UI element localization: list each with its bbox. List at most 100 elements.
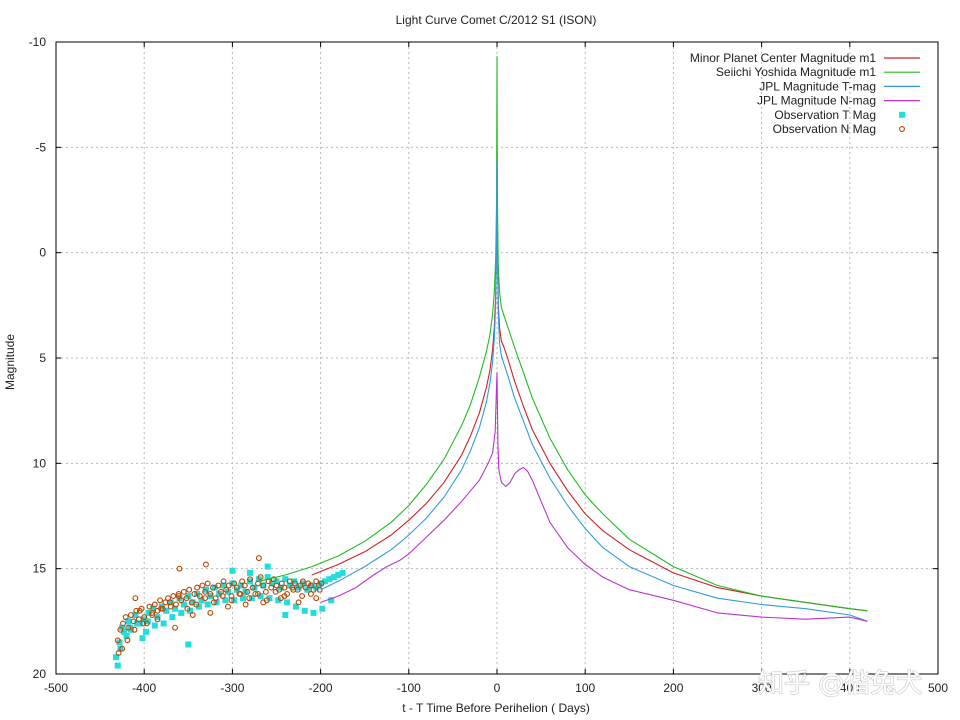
observation-n-point <box>255 555 262 562</box>
jpl-t-mag-line <box>320 161 868 622</box>
observation-n-point <box>117 626 124 633</box>
observation-t-point <box>145 609 152 616</box>
observation-n-point <box>262 588 269 595</box>
observation-t-point <box>220 582 227 589</box>
x-tick-label: 500 <box>928 681 948 695</box>
observation-t-point <box>178 609 185 616</box>
y-tick-label: 0 <box>39 246 46 260</box>
observation-n-point <box>270 576 277 583</box>
observation-n-point <box>278 580 285 587</box>
observation-n-point <box>272 588 279 595</box>
observation-n-point <box>260 582 267 589</box>
observation-n-point <box>130 618 137 625</box>
observation-t-point <box>266 595 273 602</box>
observation-t-point <box>139 635 146 642</box>
y-tick-label: 10 <box>33 456 47 470</box>
observation-n-point <box>207 609 214 616</box>
observation-n-point <box>228 593 235 600</box>
observation-t-point <box>229 580 236 587</box>
axis-ticks: -500 -400 -300 -200 -100 0 100 200 300 400 500-10-… <box>29 35 949 695</box>
observation-t-point <box>310 609 317 616</box>
x-tick-label: 400 <box>840 681 860 695</box>
observation-t-point <box>282 612 289 619</box>
observation-t-point <box>328 597 335 604</box>
x-tick-label: 0 <box>494 681 501 695</box>
observation-n-point <box>136 607 143 614</box>
observation-t-point <box>330 574 337 581</box>
observation-n-point <box>246 595 253 602</box>
observation-n-point <box>175 590 182 597</box>
observation-n-point <box>225 582 232 589</box>
legend-label: Observation N Mag <box>773 122 876 136</box>
observation-n-point <box>154 616 161 623</box>
observation-n-point <box>146 603 153 610</box>
observation-n-point <box>318 580 325 587</box>
observation-n-point <box>199 582 206 589</box>
observation-t-point <box>112 654 119 661</box>
observation-n-point <box>183 595 190 602</box>
observation-n-point <box>202 588 209 595</box>
observation-n-point <box>273 582 280 589</box>
observation-n-point <box>119 645 126 652</box>
observation-n-point <box>307 582 314 589</box>
observation-t-point <box>185 641 192 648</box>
observation-t-point <box>264 563 271 570</box>
series-layer <box>112 56 868 669</box>
observation-t-point <box>222 597 229 604</box>
observation-n-point <box>196 593 203 600</box>
observation-n-point <box>131 626 138 633</box>
observation-n-point <box>184 605 191 612</box>
observation-n-point <box>307 590 314 597</box>
observation-n-point <box>149 609 156 616</box>
observation-t-point <box>120 628 127 635</box>
observation-t-point <box>211 584 218 591</box>
observation-n-point <box>255 580 261 587</box>
observation-t-point <box>308 582 315 589</box>
observation-n-point <box>223 586 230 593</box>
observation-n-point <box>193 601 200 608</box>
legend-label: JPL Magnitude N-mag <box>757 94 876 108</box>
observation-t-point <box>273 578 280 585</box>
x-tick-label: -300 <box>220 681 244 695</box>
jpl-n-mag-line <box>320 372 868 622</box>
observation-n-point <box>249 584 256 591</box>
observation-n-point <box>202 595 209 602</box>
observation-n-point <box>115 649 122 656</box>
observation-n-point <box>299 593 306 600</box>
observation-n-point <box>157 597 164 604</box>
observation-n-point <box>316 586 323 593</box>
y-axis-label: Magnitude <box>3 334 17 390</box>
y-tick-label: -5 <box>35 140 46 154</box>
observation-t-point <box>282 576 289 583</box>
observation-n-point <box>290 586 297 593</box>
observation-t-point <box>242 588 249 595</box>
observation-t-point <box>151 622 158 629</box>
series-observation-n-mag <box>114 555 325 656</box>
observation-t-point <box>163 607 170 614</box>
observation-n-point <box>114 637 121 644</box>
y-tick-label: 5 <box>39 351 46 365</box>
observation-t-point <box>142 628 149 635</box>
observation-n-point <box>233 584 240 591</box>
observation-t-point <box>117 645 124 652</box>
observation-n-point <box>124 637 131 644</box>
observation-t-point <box>335 571 342 578</box>
observation-n-point <box>242 601 249 608</box>
observation-n-point <box>140 620 147 627</box>
observation-n-point <box>310 586 317 593</box>
observation-t-point <box>169 614 176 621</box>
observation-n-point <box>166 599 173 606</box>
observation-n-point <box>268 584 275 591</box>
observation-n-point <box>176 565 183 572</box>
y-tick-label: 20 <box>33 667 47 681</box>
observation-n-point <box>180 588 187 595</box>
observation-n-point <box>215 582 222 589</box>
observation-t-point <box>313 584 320 591</box>
observation-t-point <box>180 601 187 608</box>
observation-n-point <box>149 612 156 618</box>
legend: Minor Planet Center Magnitude m1Seiichi … <box>690 51 920 136</box>
observation-n-point <box>257 574 264 581</box>
observation-t-point <box>187 607 194 614</box>
observation-n-point <box>241 582 248 589</box>
